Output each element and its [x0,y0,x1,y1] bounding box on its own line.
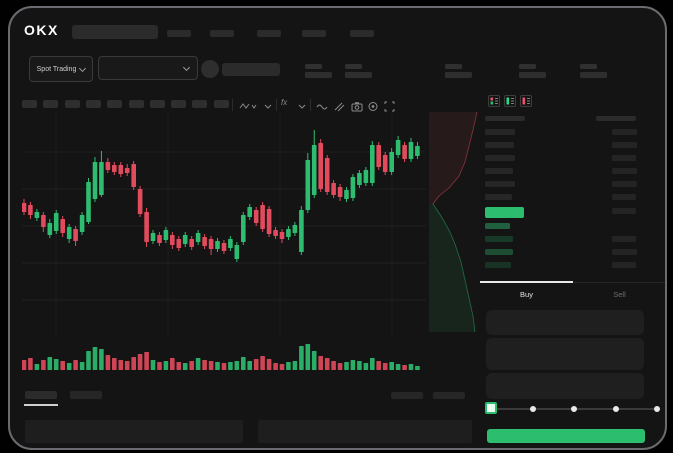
pair-name-placeholder [222,63,280,76]
orderbook-combined-icon[interactable] [488,94,500,112]
bid-row-price[interactable] [612,249,637,255]
total-input[interactable] [486,373,644,399]
ask-row-price[interactable] [612,194,636,200]
slider-stop[interactable] [612,406,619,412]
app-window: OKX Spot Trading fx [8,6,667,450]
fullscreen-icon[interactable] [384,99,395,117]
timeframe-pill[interactable] [171,100,187,108]
bid-row-price[interactable] [612,236,636,242]
stat-label-placeholder [580,64,597,69]
bottom-tab-underline [24,404,58,406]
stat-label-placeholder [519,64,536,69]
chevron-down-icon[interactable] [264,99,272,117]
orderbook-col-header-right [596,116,636,121]
stat-value-placeholder [345,72,372,78]
divider [276,99,277,111]
bid-row-size[interactable] [485,262,511,268]
market-type-dropdown[interactable]: Spot Trading [29,56,93,82]
ask-row-price[interactable] [612,181,637,187]
orderbook-asks-icon[interactable] [520,94,532,112]
stat-value-placeholder [445,72,472,78]
stat-label-placeholder [305,64,322,69]
slider-handle[interactable] [485,402,497,414]
stat-value-placeholder [519,72,546,78]
candlestick-chart[interactable] [22,112,426,374]
ask-row-size[interactable] [485,129,515,135]
bottom-action-placeholder-2[interactable] [433,392,465,399]
draw-icon[interactable] [333,99,345,117]
ask-row-size[interactable] [485,181,515,187]
timeframe-pill[interactable] [107,100,123,108]
timeframe-pill[interactable] [85,100,101,108]
ask-row-price[interactable] [612,168,637,174]
bid-row-size[interactable] [485,223,510,229]
stat-label-placeholder [345,64,362,69]
ask-row-price[interactable] [612,129,637,135]
stat-label-placeholder [445,64,462,69]
line-style-icon[interactable] [316,99,328,117]
tab-buy[interactable]: Buy [520,290,533,299]
bid-row-price[interactable] [612,262,636,268]
timeframe-pill[interactable] [128,100,144,108]
bottom-action-placeholder-1[interactable] [391,392,423,399]
nav-item-placeholder[interactable] [257,30,281,37]
slider-stop[interactable] [529,406,536,412]
chevron-down-icon [182,63,191,71]
stat-value-placeholder [580,72,607,78]
tab-divider [573,282,665,283]
slider-stop[interactable] [571,406,577,412]
bottom-tab-active[interactable] [25,391,57,399]
last-price-bar[interactable] [485,207,524,218]
ask-row-size[interactable] [485,194,512,200]
timeframe-pill[interactable] [149,100,165,108]
nav-item-placeholder[interactable] [210,30,234,37]
timeframe-pill[interactable] [64,100,80,108]
divider [310,99,311,111]
depth-chart[interactable] [429,112,479,332]
timeframe-pill[interactable] [22,100,37,108]
fx-chevron-icon[interactable] [298,99,306,117]
settings-icon[interactable] [367,99,379,117]
active-tab-indicator [480,281,573,283]
bid-row-size[interactable] [485,249,513,255]
price-side-row[interactable] [612,208,636,214]
buy-submit-button[interactable] [487,429,645,443]
ask-row-price[interactable] [612,155,636,161]
divider [232,99,233,111]
bid-row-size[interactable] [485,236,513,242]
indicators-fx-icon[interactable]: fx [281,98,288,107]
bottom-panel-left [25,420,243,443]
amount-input[interactable] [486,338,644,370]
camera-icon[interactable] [351,99,363,117]
coin-avatar [201,60,219,78]
orderbook-col-header-left [485,116,525,121]
ask-row-size[interactable] [485,168,513,174]
ask-row-size[interactable] [485,142,514,148]
search-input[interactable] [72,25,158,39]
nav-item-placeholder[interactable] [350,30,374,37]
price-input[interactable] [486,310,644,335]
bottom-tab-inactive[interactable] [70,391,102,399]
timeframe-pill[interactable] [213,100,229,108]
orderbook-bids-icon[interactable] [504,94,516,112]
nav-item-placeholder[interactable] [302,30,326,37]
interval-dropdown-icon[interactable] [239,99,257,117]
tab-sell[interactable]: Sell [613,290,626,299]
chevron-down-icon [79,64,87,72]
slider-stop[interactable] [654,406,660,412]
okx-logo: OKX [24,22,59,38]
ask-row-size[interactable] [485,155,515,161]
ask-row-price[interactable] [612,142,637,148]
nav-item-placeholder[interactable] [167,30,191,37]
timeframe-pill[interactable] [43,100,59,108]
timeframe-pill[interactable] [192,100,208,108]
stat-value-placeholder [305,72,332,78]
bottom-panel-right [258,420,472,443]
market-type-label: Spot Trading [36,65,77,73]
pair-selector-dropdown[interactable] [98,56,198,80]
